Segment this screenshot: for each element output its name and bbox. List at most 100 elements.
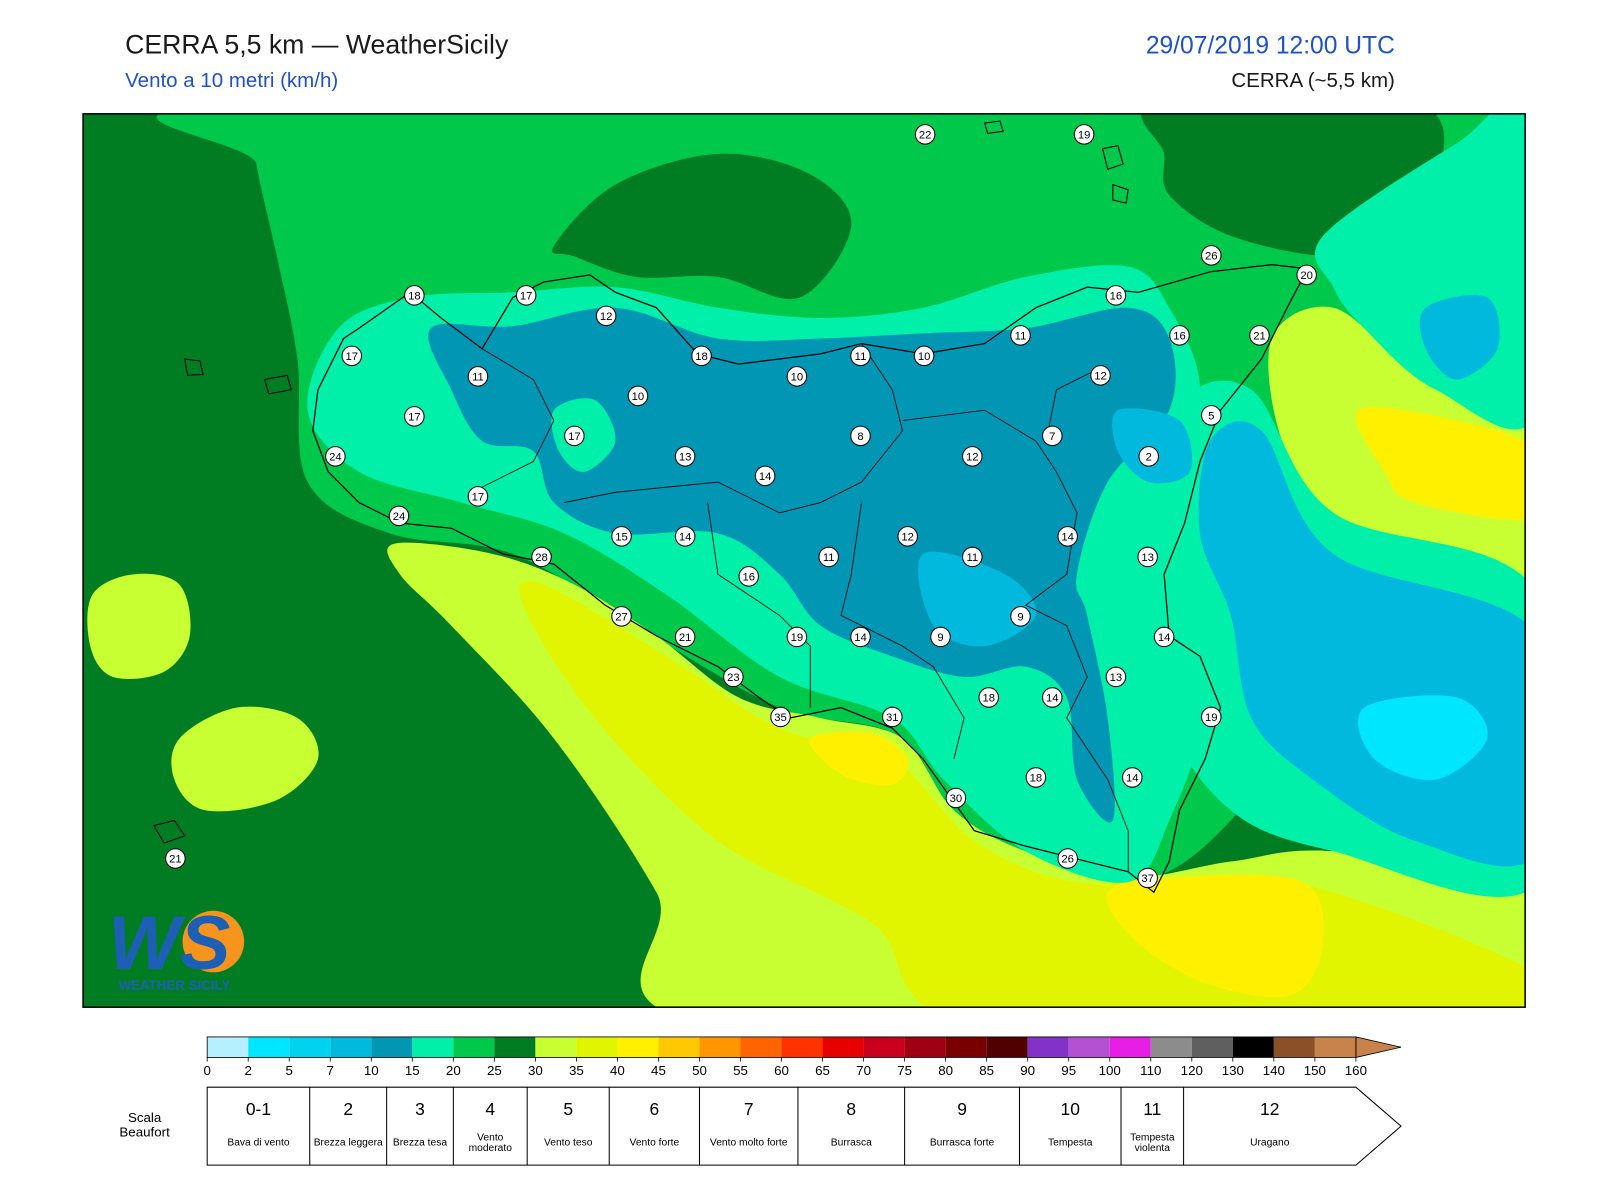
station-marker <box>165 848 186 869</box>
station-marker <box>723 666 744 688</box>
province-border <box>471 348 555 493</box>
province-border <box>564 343 904 514</box>
station-marker <box>531 546 552 568</box>
colorbar-tick-label: 65 <box>815 1063 830 1078</box>
logo-sun <box>182 910 245 973</box>
station-marker <box>611 526 632 547</box>
station-value: 11 <box>472 372 484 384</box>
station-marker <box>325 446 346 467</box>
beaufort-force: 11 <box>1143 1099 1161 1119</box>
beaufort-description: Vento molto forte <box>709 1137 788 1149</box>
station-value: 26 <box>1205 250 1218 262</box>
beaufort-force: 5 <box>563 1099 573 1119</box>
station-marker <box>1169 325 1190 346</box>
beaufort-desc-box: Bava di vento <box>227 1137 290 1149</box>
station-value: 13 <box>1110 672 1123 684</box>
colorbar-bin <box>986 1036 1028 1058</box>
station-value: 12 <box>600 311 613 323</box>
colorbar-bin <box>207 1036 249 1058</box>
title: CERRA 5,5 km — WeatherSicily <box>125 29 509 59</box>
station-value: 14 <box>1126 773 1139 785</box>
colorbar-bin <box>1109 1036 1151 1058</box>
station-marker <box>962 546 983 568</box>
colorbar-tick-label: 0 <box>203 1063 210 1078</box>
beaufort-description: Tempesta <box>1048 1137 1093 1149</box>
station-value: 11 <box>1015 330 1027 342</box>
station-value: 14 <box>1061 532 1074 544</box>
colorbar-bin <box>1273 1036 1315 1058</box>
wind-contour <box>918 551 1037 647</box>
beaufort-description: Brezza tesa <box>392 1137 448 1149</box>
colorbar-bin <box>453 1036 495 1058</box>
station-marker <box>691 345 712 367</box>
colorbar-tick-label: 150 <box>1304 1063 1326 1078</box>
beaufort-description: Brezza leggera <box>313 1137 383 1149</box>
station-marker <box>978 687 999 708</box>
colorbar-bin <box>330 1036 372 1058</box>
station-marker <box>786 626 808 648</box>
beaufort-force: 6 <box>650 1099 660 1119</box>
station-marker <box>564 425 585 447</box>
station-value: 17 <box>346 351 359 363</box>
station-value: 11 <box>855 351 867 363</box>
station-value: 26 <box>1061 854 1074 866</box>
colorbar-tick-label: 30 <box>528 1063 543 1078</box>
station-marker <box>786 366 808 387</box>
colorbar-bin <box>699 1036 741 1058</box>
station-marker <box>1073 124 1095 145</box>
island-coastline <box>1101 145 1124 170</box>
station-value: 37 <box>1141 873 1154 885</box>
station-marker <box>1137 546 1158 568</box>
station-marker <box>754 465 776 487</box>
beaufort-frame <box>206 1086 1402 1166</box>
station-marker <box>1025 767 1047 788</box>
station-value: 24 <box>329 452 342 464</box>
station-marker <box>1105 285 1127 306</box>
station-marker <box>627 385 649 407</box>
map-frame <box>82 113 1526 1008</box>
beaufort-description: Bava di vento <box>227 1137 290 1149</box>
beaufort-desc-box: Vento molto forte <box>709 1137 788 1149</box>
station-marker <box>1296 264 1317 286</box>
colorbar-tick-label: 35 <box>569 1063 584 1078</box>
beaufort-force: 9 <box>957 1099 967 1119</box>
station-marker <box>1057 526 1078 547</box>
station-marker <box>850 345 871 367</box>
island-coastline <box>183 358 204 376</box>
beaufort-force: 10 <box>1061 1099 1081 1119</box>
beaufort-description: Burrasca forte <box>929 1137 995 1149</box>
station-value: 8 <box>857 431 863 443</box>
wind-field <box>83 113 1526 1008</box>
station-value: 11 <box>823 552 835 564</box>
station-value: 18 <box>982 693 995 705</box>
station-marker <box>897 526 918 547</box>
station-marker <box>467 486 489 507</box>
colorbar-tick-label: 95 <box>1061 1063 1076 1078</box>
colorbar-bin <box>1027 1036 1069 1058</box>
colorbar-bin <box>248 1036 290 1058</box>
station-value: 14 <box>854 632 867 644</box>
station-marker <box>1010 606 1031 627</box>
island-coastline <box>263 374 292 395</box>
island-coastline <box>983 120 1004 134</box>
station-marker <box>341 345 363 367</box>
station-marker <box>611 606 632 627</box>
logo-mark: WS <box>108 901 230 986</box>
station-value: 5 <box>1208 410 1214 422</box>
station-marker <box>1122 767 1143 788</box>
island-coastline <box>153 819 186 844</box>
beaufort-desc-box: Vento teso <box>544 1138 592 1148</box>
beaufort-description: Burrasca <box>830 1137 872 1149</box>
station-value: 16 <box>742 572 755 584</box>
wind-contour <box>1356 407 1526 521</box>
wind-contour <box>552 153 852 300</box>
colorbar-tick-label: 70 <box>856 1063 871 1078</box>
beaufort-desc-box: Tempesta violenta <box>1130 1133 1174 1154</box>
colorbar-bin <box>740 1036 782 1058</box>
station-marker <box>404 406 425 427</box>
colorbar-tick-label: 15 <box>405 1063 420 1078</box>
station-value: 2 <box>1146 452 1152 464</box>
beaufort-force: 12 <box>1260 1099 1279 1119</box>
station-value: 9 <box>1017 612 1023 624</box>
